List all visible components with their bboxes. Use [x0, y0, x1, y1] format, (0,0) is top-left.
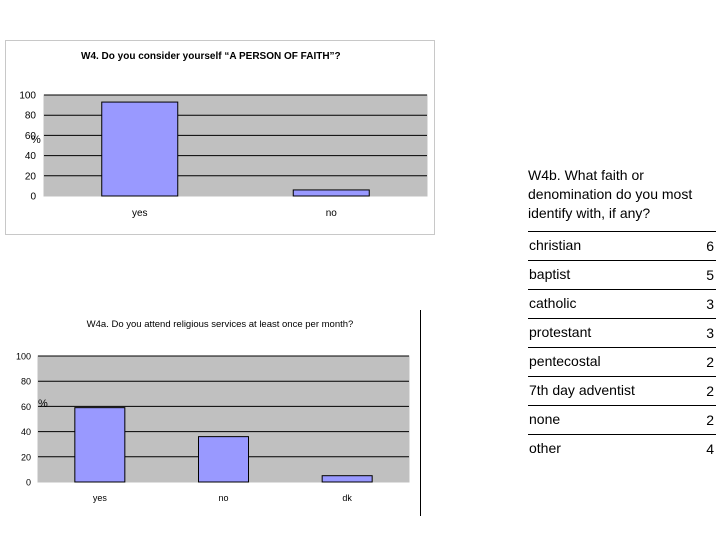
denomination-label: baptist — [528, 260, 696, 290]
denomination-count: 3 — [695, 318, 716, 348]
faith-chart: W4. Do you consider yourself “A PERSON O… — [19, 51, 428, 219]
denomination-count: 6 — [695, 232, 716, 261]
y-tick-label: 80 — [25, 111, 37, 122]
denomination-label: catholic — [528, 289, 696, 319]
category-label: yes — [132, 208, 148, 219]
denomination-table-panel: W4b. What faith or denomination do you m… — [528, 166, 716, 463]
denomination-label: pentecostal — [528, 347, 696, 377]
bar — [74, 407, 126, 483]
chart-title: W4a. Do you attend religious services at… — [87, 319, 354, 330]
denomination-count: 4 — [706, 441, 714, 457]
denomination-row: other 4 — [528, 435, 716, 464]
denomination-count: 5 — [695, 260, 716, 290]
y-tick-label: 60 — [21, 402, 31, 412]
denomination-row: baptist 5 — [528, 260, 716, 290]
y-tick-label: 40 — [21, 427, 31, 437]
denomination-label: none — [528, 405, 696, 435]
denomination-question: W4b. What faith or denomination do you m… — [528, 166, 716, 232]
denomination-label: protestant — [528, 318, 696, 348]
category-label: dk — [342, 493, 352, 503]
denomination-table: christian 6 baptist 5 catholic 3 protestant 3 pe… — [528, 232, 716, 463]
y-tick-label: 0 — [30, 192, 36, 203]
attendance-chart: W4a. Do you attend religious services at… — [16, 319, 410, 503]
y-tick-label: 60 — [25, 131, 37, 142]
bar — [101, 101, 179, 197]
denomination-count: 2 — [695, 405, 716, 435]
category-label: no — [218, 493, 228, 503]
denomination-row: protestant 3 — [528, 318, 716, 348]
denomination-count: 2 — [695, 376, 716, 406]
bar — [198, 436, 249, 483]
bar — [292, 189, 370, 197]
denomination-row: catholic 3 — [528, 289, 716, 319]
y-axis-label: % — [38, 398, 48, 410]
y-axis-label: % — [31, 134, 41, 146]
y-tick-label: 40 — [25, 151, 37, 162]
denomination-label: 7th day adventist — [528, 376, 696, 406]
y-tick-label: 20 — [25, 171, 37, 182]
denomination-row: christian 6 — [528, 232, 716, 261]
y-tick-label: 100 — [19, 91, 36, 102]
chart-title: W4. Do you consider yourself “A PERSON O… — [81, 51, 341, 62]
denomination-count: 2 — [695, 347, 716, 377]
y-tick-label: 80 — [21, 377, 31, 387]
denomination-label: other — [529, 440, 561, 456]
divider-line — [420, 310, 421, 516]
category-label: yes — [93, 493, 108, 503]
attendance-chart-panel: W4a. Do you attend religious services at… — [5, 308, 423, 518]
denomination-count: 3 — [695, 289, 716, 319]
bar — [321, 475, 373, 483]
denomination-label: christian — [528, 232, 696, 261]
denomination-row: 7th day adventist 2 — [528, 376, 716, 406]
denomination-row: none 2 — [528, 405, 716, 435]
faith-chart-panel: W4. Do you consider yourself “A PERSON O… — [5, 40, 435, 235]
y-tick-label: 100 — [16, 352, 31, 362]
denomination-row: pentecostal 2 — [528, 347, 716, 377]
y-tick-label: 0 — [26, 478, 31, 488]
y-tick-label: 20 — [21, 452, 31, 462]
category-label: no — [326, 208, 338, 219]
